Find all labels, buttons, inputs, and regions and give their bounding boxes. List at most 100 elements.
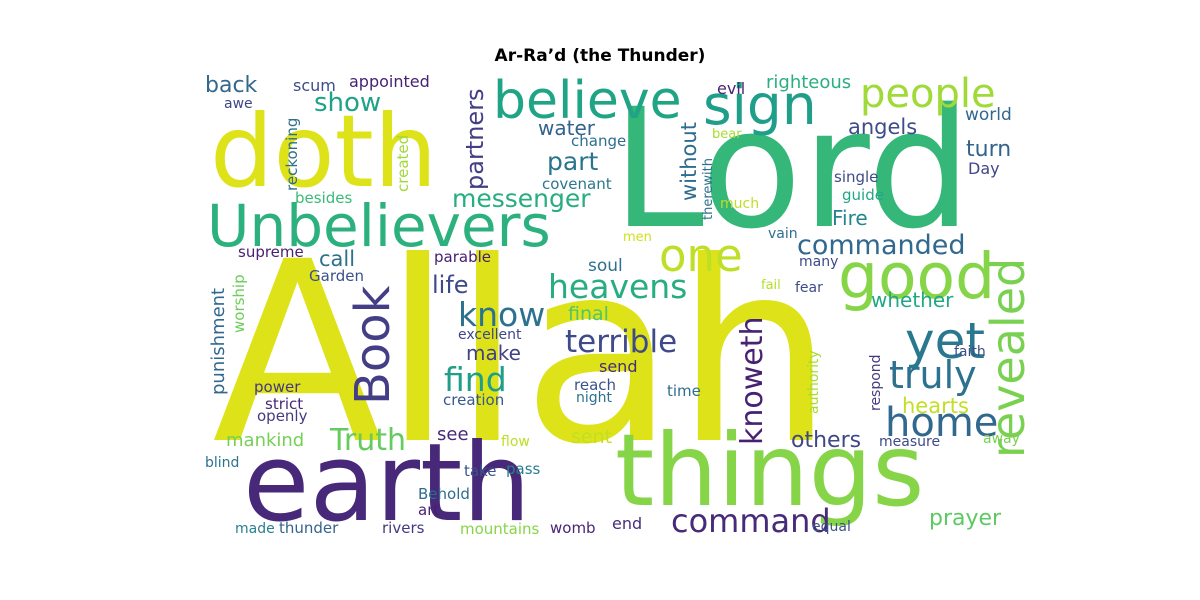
word-command: command xyxy=(671,502,831,540)
word-men: men xyxy=(623,230,652,245)
word-earth: earth xyxy=(243,421,531,546)
word-commanded: commanded xyxy=(797,230,966,261)
word-doth: doth xyxy=(210,93,437,210)
word-blind: blind xyxy=(205,455,239,471)
word-covenant: covenant xyxy=(542,175,612,193)
word-strict: strict xyxy=(265,395,303,413)
word-faith: faith xyxy=(954,344,986,360)
word-home: home xyxy=(885,400,998,446)
figure-title: Ar-Ra’d (the Thunder) xyxy=(494,46,706,66)
word-besides: besides xyxy=(295,189,352,207)
word-therewith: therewith xyxy=(701,158,716,220)
word-reach: reach xyxy=(574,376,616,394)
word-parable: parable xyxy=(434,248,491,266)
word-created: created xyxy=(394,135,412,192)
word-turn: turn xyxy=(966,137,1011,162)
word-day: Day xyxy=(968,159,1000,178)
word-openly: openly xyxy=(257,407,308,425)
word-revealed: revealed xyxy=(981,258,1035,458)
word-night: night xyxy=(576,390,613,406)
word-one: one xyxy=(659,229,743,282)
word-worship: worship xyxy=(230,274,248,333)
word-much: much xyxy=(720,196,759,212)
word-scum: scum xyxy=(293,76,336,95)
word-behold: Behold xyxy=(418,485,470,503)
word-messenger: messenger xyxy=(452,184,591,213)
word-supreme: supreme xyxy=(238,243,304,261)
word-angels: angels xyxy=(848,115,917,139)
word-fire: Fire xyxy=(832,206,868,230)
word-righteous: righteous xyxy=(766,72,851,93)
word-prayer: prayer xyxy=(929,506,1002,531)
word-partners: partners xyxy=(461,88,489,190)
word-appointed: appointed xyxy=(349,72,430,91)
word-bear: bear xyxy=(712,127,742,142)
word-final: final xyxy=(568,303,609,325)
word-life: life xyxy=(432,271,469,299)
word-vain: vain xyxy=(768,226,798,242)
word-single: single xyxy=(834,168,878,186)
word-send: send xyxy=(599,357,637,376)
word-authority: authority xyxy=(806,350,822,414)
word-back: back xyxy=(205,73,258,98)
word-soul: soul xyxy=(588,256,623,276)
word-whether: whether xyxy=(871,288,954,312)
word-others: others xyxy=(791,428,861,453)
word-truly: truly xyxy=(889,353,977,397)
word-made: made xyxy=(235,521,275,537)
word-equal: equal xyxy=(812,519,851,535)
word-good: good xyxy=(838,240,995,313)
word-book: Book xyxy=(345,285,401,405)
word-yet: yet xyxy=(905,312,985,370)
word-heavens: heavens xyxy=(548,267,687,306)
word-flow: flow xyxy=(501,434,530,450)
word-fail: fail xyxy=(761,278,781,293)
word-awe: awe xyxy=(224,96,253,112)
word-punishment: punishment xyxy=(208,288,229,395)
word-garden: Garden xyxy=(309,267,364,285)
word-unbelievers: Unbelievers xyxy=(207,192,551,260)
word-people: people xyxy=(860,71,996,117)
word-terrible: terrible xyxy=(565,324,677,360)
word-sign: sign xyxy=(703,73,817,137)
word-hearts: hearts xyxy=(902,394,969,418)
word-show: show xyxy=(314,88,381,118)
word-time: time xyxy=(667,382,701,400)
word-change: change xyxy=(571,132,626,150)
word-power: power xyxy=(254,378,301,396)
word-part: part xyxy=(547,147,598,176)
word-womb: womb xyxy=(550,519,596,537)
word-respond: respond xyxy=(868,354,884,411)
word-pass: pass xyxy=(506,460,541,478)
word-thunder: thunder xyxy=(279,519,339,537)
word-find: find xyxy=(444,360,507,399)
word-world: world xyxy=(965,105,1012,125)
word-allah: Allah xyxy=(212,208,834,499)
word-know: know xyxy=(458,295,545,334)
word-water: water xyxy=(538,116,596,140)
word-fear: fear xyxy=(795,280,823,296)
word-mountains: mountains xyxy=(460,520,540,538)
word-mankind: mankind xyxy=(226,430,304,451)
word-many: many xyxy=(799,254,838,270)
word-truth: Truth xyxy=(329,423,406,458)
word-make: make xyxy=(466,341,521,365)
word-measure: measure xyxy=(879,434,940,450)
word-call: call xyxy=(319,247,355,271)
word-knoweth: knoweth xyxy=(735,316,770,445)
word-evil: evil xyxy=(717,79,745,98)
word-sent: sent xyxy=(571,426,612,448)
word-art: art xyxy=(418,501,439,519)
word-guide: guide xyxy=(842,186,884,204)
word-rivers: rivers xyxy=(382,519,425,537)
word-believe: believe xyxy=(493,71,682,131)
word-creation: creation xyxy=(443,391,504,409)
word-things: things xyxy=(615,412,924,529)
word-end: end xyxy=(612,514,642,533)
word-away: away xyxy=(983,431,1020,447)
word-lord: Lord xyxy=(612,73,972,265)
word-take: take xyxy=(464,462,496,480)
word-excellent: excellent xyxy=(458,327,522,343)
